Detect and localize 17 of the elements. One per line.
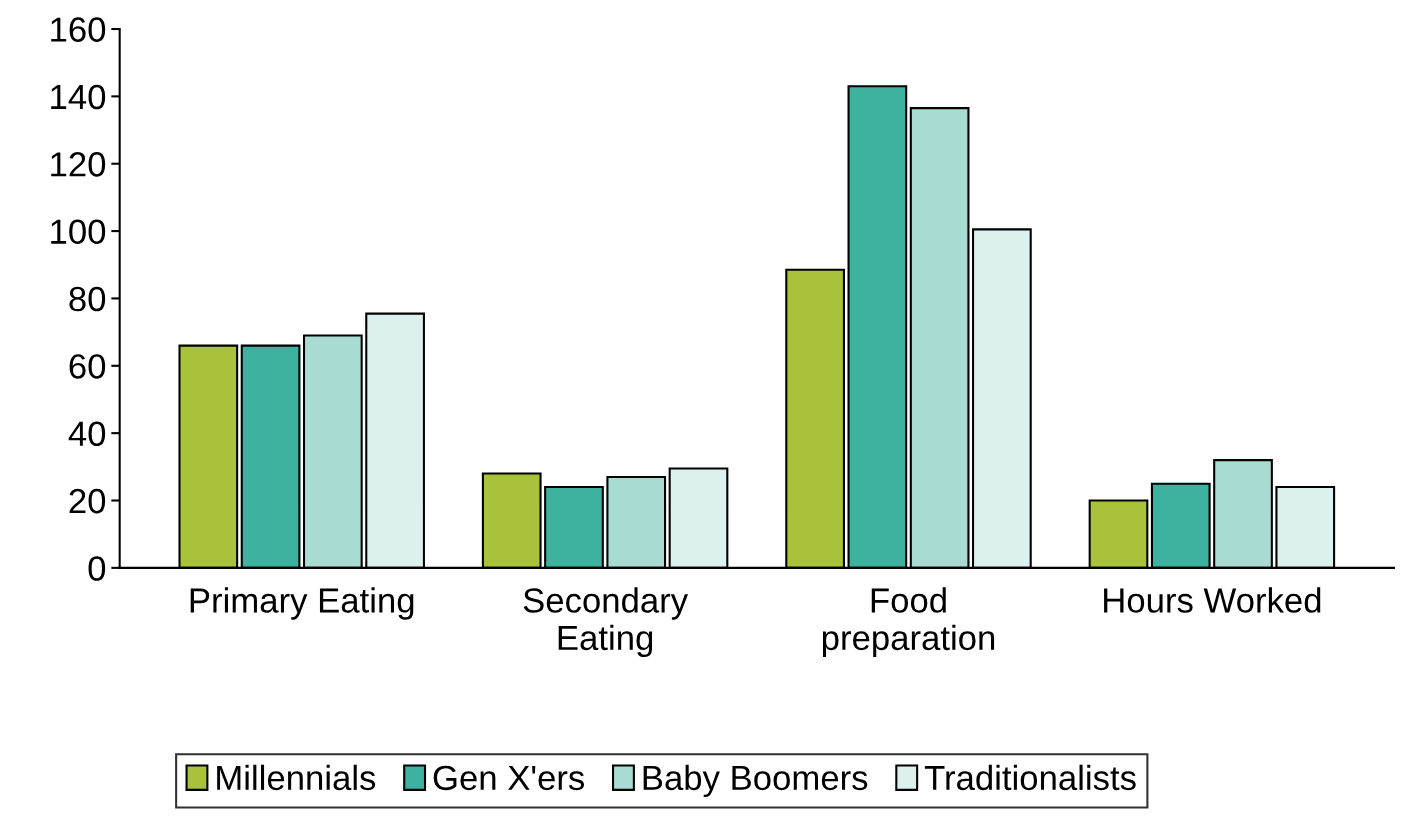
x-tick-label: Hours Worked — [1104, 587, 1321, 613]
x-tick-label: Secondary Eating — [523, 587, 689, 658]
legend-label: Millennials — [217, 764, 376, 791]
y-tick-label: 0 — [88, 556, 106, 581]
x-tick-label: Food preparation — [822, 587, 995, 658]
x-tick-label: Primary Eating — [190, 587, 414, 620]
legend-label: Traditionalists — [924, 764, 1136, 791]
y-tick-label: 100 — [51, 219, 106, 245]
y-tick-label: 120 — [51, 152, 106, 177]
y-tick-label: 140 — [51, 84, 106, 110]
legend-label: Baby Boomers — [643, 764, 868, 798]
legend-label: Gen X'ers — [433, 765, 585, 791]
y-tick-label: 60 — [69, 354, 106, 379]
y-tick-label: 40 — [68, 421, 106, 447]
y-tick-label: 160 — [51, 17, 106, 42]
y-tick-label: 20 — [69, 488, 106, 514]
y-tick-label: 80 — [69, 286, 106, 312]
